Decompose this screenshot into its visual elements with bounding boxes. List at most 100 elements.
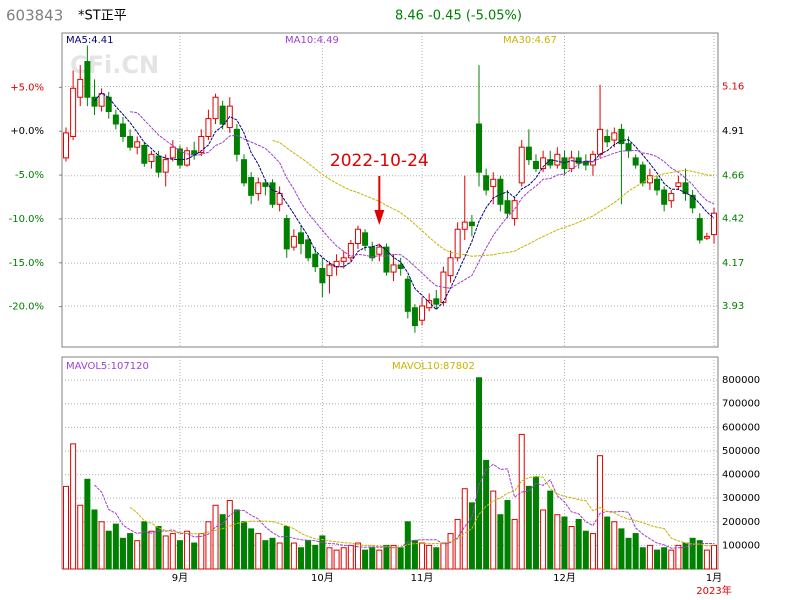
candle-body [70,87,77,137]
year-label: 2023年 [696,584,731,597]
volume-bar [112,523,119,570]
candle-body [362,232,369,246]
candle-body [319,268,326,284]
candle-body [198,135,205,154]
candle-body [155,155,162,173]
y2-tick-label: -5.0% [15,170,44,181]
y2-tick-label: +5.0% [10,82,44,93]
vol-tick-label: 200000 [722,517,760,528]
volume-bar [582,530,589,570]
ma-label: MA30:4.67 [503,35,557,46]
candle-body [148,153,155,162]
volume-bar [696,540,703,570]
y-tick-label: 4.17 [722,258,744,269]
vol-tick-label: 400000 [722,470,760,481]
volume-bar [354,542,361,570]
volume-bar [625,537,632,570]
candle-body [283,218,290,250]
candle-body [98,93,105,107]
vol-tick-label: 600000 [722,422,760,433]
volume-bar [689,537,696,570]
candle-body [468,221,475,227]
candle-body [212,96,219,120]
volume-bar [134,540,141,570]
volume-bar [532,476,539,570]
price-panel [61,32,719,348]
volume-bar [675,544,682,570]
candle-body [112,114,119,125]
volume-bar [476,377,483,570]
volume-bar [411,540,418,570]
ma-label: MA10:4.49 [285,35,339,46]
volume-bar [547,490,554,570]
candle-body [241,159,248,184]
candle-body [326,264,333,277]
volume-bar [554,514,561,570]
candle-body [476,123,483,173]
candle-body [461,221,468,230]
volume-bar [198,533,205,570]
candle-body [397,264,404,270]
annotation-text: 2022-10-24 [330,151,429,171]
volume-bar [255,533,262,570]
candle-body [390,264,397,273]
candle-body [127,135,134,148]
candle-body [703,235,710,239]
candle-body [184,150,191,166]
volume-bar [668,549,675,570]
vol-tick-label: 100000 [722,540,760,551]
volume-bar [483,459,490,570]
candle-body [568,157,575,170]
candle-body [554,153,561,166]
candle-body [611,132,618,141]
candle-body [219,105,226,125]
volume-bar [711,544,717,570]
vol-tick-label: 700000 [722,399,760,410]
candle-body [682,182,689,195]
candle-body [490,178,497,187]
candle-body [233,128,240,155]
volume-bar [440,542,447,570]
volume-bar [283,526,290,570]
volume-bar [397,547,404,570]
volume-bar [540,509,547,570]
volume-bar [362,549,369,570]
volume-bar [91,509,98,570]
candle-body [191,150,198,155]
candle-body [162,159,169,173]
candle-body [340,257,347,262]
volume-bar [276,542,283,570]
candle-body [276,193,283,205]
volume-bar [127,533,134,570]
volume-bar [376,549,383,570]
volume-bar [347,544,354,570]
ma-line [130,111,715,289]
volume-bar [340,547,347,570]
volume-bar [105,530,112,570]
vol-ma-line [129,475,715,548]
volume-bar [661,547,668,570]
volume-bar [618,528,625,570]
volume-bar [319,535,326,570]
stock-code: 603843 [6,7,63,25]
volume-bar [646,544,653,570]
volume-bar [70,443,77,570]
y2-tick-label: -20.0% [9,302,44,313]
candle-body [134,141,141,148]
x-tick-label: 10月 [311,572,334,584]
volume-bar [84,478,91,570]
candle-body [675,182,682,187]
candle-body [497,178,504,205]
candle-body [433,298,440,305]
candle-body [63,132,69,159]
y-tick-label: 5.16 [722,82,744,93]
candle-body [525,146,532,161]
candle-body [84,61,91,98]
candle-body [169,146,176,159]
x-tick-label: 11月 [411,572,434,584]
candle-body [297,232,304,245]
annotation-arrowhead [374,210,385,225]
volume-bar [162,535,169,570]
